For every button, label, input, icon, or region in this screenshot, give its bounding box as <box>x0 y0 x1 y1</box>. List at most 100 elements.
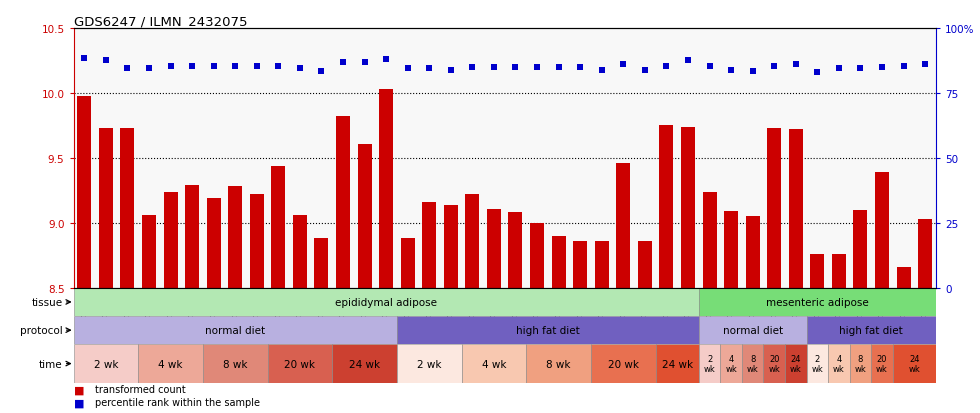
Bar <box>720 344 742 383</box>
Text: 4 wk: 4 wk <box>158 359 182 369</box>
Bar <box>875 173 889 288</box>
Text: 24
wk: 24 wk <box>790 354 802 373</box>
Text: 8
wk: 8 wk <box>855 354 866 373</box>
Text: 4
wk: 4 wk <box>833 354 845 373</box>
Point <box>853 66 868 72</box>
Bar <box>699 344 720 383</box>
Bar <box>466 195 479 288</box>
Bar <box>228 187 242 288</box>
Bar <box>850 344 871 383</box>
Bar <box>918 219 932 288</box>
Bar <box>591 344 656 383</box>
Point <box>508 64 523 71</box>
Bar <box>315 239 328 288</box>
Bar <box>203 344 268 383</box>
Bar <box>444 205 458 288</box>
Text: 8 wk: 8 wk <box>222 359 247 369</box>
Bar <box>142 216 156 288</box>
Bar <box>807 316 936 344</box>
Text: 24
wk: 24 wk <box>908 354 920 373</box>
Point <box>896 63 911 70</box>
Point <box>141 66 157 72</box>
Bar <box>268 344 332 383</box>
Bar <box>789 130 803 288</box>
Point <box>809 70 825 76</box>
Bar <box>121 129 134 288</box>
Point <box>659 63 674 70</box>
Bar <box>526 344 591 383</box>
Bar <box>185 186 199 288</box>
Point <box>551 64 566 71</box>
Text: high fat diet: high fat diet <box>515 325 580 335</box>
Bar <box>358 144 371 288</box>
Point <box>98 58 114 64</box>
Text: 4
wk: 4 wk <box>725 354 737 373</box>
Text: 2 wk: 2 wk <box>416 359 441 369</box>
Point <box>120 66 135 72</box>
Text: 8
wk: 8 wk <box>747 354 759 373</box>
Bar <box>573 242 587 288</box>
Bar <box>336 117 350 288</box>
Point <box>529 64 545 71</box>
Text: time: time <box>39 359 63 369</box>
Bar <box>681 128 695 288</box>
Bar <box>74 344 138 383</box>
Bar <box>422 203 436 288</box>
Bar <box>397 344 462 383</box>
Bar <box>897 267 910 288</box>
Bar <box>854 210 867 288</box>
Bar <box>742 344 763 383</box>
Bar <box>379 90 393 288</box>
Point <box>788 62 804 69</box>
Text: 20
wk: 20 wk <box>876 354 888 373</box>
Point <box>874 64 890 71</box>
Point <box>357 59 372 66</box>
Point <box>745 69 760 75</box>
Point <box>831 66 847 72</box>
Bar <box>138 344 203 383</box>
Point <box>270 63 286 70</box>
Bar <box>893 344 936 383</box>
Bar <box>763 344 785 383</box>
Bar <box>462 344 526 383</box>
Point <box>766 63 782 70</box>
Point <box>400 66 416 72</box>
Text: protocol: protocol <box>20 325 63 335</box>
Text: normal diet: normal diet <box>205 325 266 335</box>
Point <box>292 66 308 72</box>
Text: 4 wk: 4 wk <box>482 359 506 369</box>
Bar <box>74 316 397 344</box>
Bar <box>99 129 113 288</box>
Bar <box>699 288 936 316</box>
Text: 24 wk: 24 wk <box>349 359 380 369</box>
Bar <box>250 195 264 288</box>
Text: ■: ■ <box>74 397 84 407</box>
Bar <box>207 199 220 288</box>
Point <box>680 58 696 64</box>
Text: 2
wk: 2 wk <box>811 354 823 373</box>
Point <box>465 64 480 71</box>
Point <box>227 63 243 70</box>
Bar <box>509 213 522 288</box>
Bar <box>746 217 760 288</box>
Text: 24 wk: 24 wk <box>662 359 693 369</box>
Point <box>723 67 739 74</box>
Text: 2 wk: 2 wk <box>93 359 118 369</box>
Bar <box>703 192 716 288</box>
Bar <box>595 242 609 288</box>
Bar <box>530 223 544 288</box>
Bar <box>401 239 415 288</box>
Point <box>615 62 631 69</box>
Bar <box>832 254 846 288</box>
Point <box>443 67 459 74</box>
Bar <box>810 254 824 288</box>
Point <box>163 63 178 70</box>
Point <box>486 64 502 71</box>
Bar <box>656 344 699 383</box>
Text: ■: ■ <box>74 385 84 394</box>
Bar <box>807 344 828 383</box>
Text: epididymal adipose: epididymal adipose <box>335 297 437 307</box>
Point <box>917 62 933 69</box>
Bar <box>293 216 307 288</box>
Point <box>702 63 717 70</box>
